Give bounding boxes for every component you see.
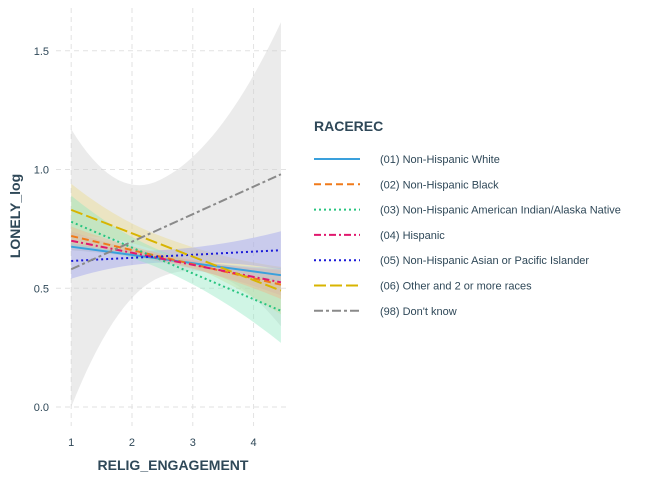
series-line — [71, 239, 282, 284]
x-axis-title: RELIG_ENGAGEMENT — [98, 457, 249, 473]
legend-label: (06) Other and 2 or more races — [380, 281, 532, 293]
legend-item: (98) Don't know — [314, 306, 457, 318]
y-tick-label: 1.0 — [34, 165, 49, 177]
legend-item: (04) Hispanic — [314, 230, 445, 242]
confidence-ribbons — [71, 22, 281, 407]
grid — [56, 8, 287, 426]
y-axis-title: LONELY_log — [7, 174, 23, 258]
series-line — [70, 173, 282, 271]
legend-item: (05) Non-Hispanic Asian or Pacific Islan… — [314, 255, 589, 267]
series-line — [70, 208, 282, 292]
x-tick-label: 4 — [251, 437, 257, 449]
x-tick-label: 2 — [129, 437, 135, 449]
legend-label: (01) Non-Hispanic White — [380, 154, 500, 166]
x-tick-label: 1 — [68, 437, 74, 449]
legend-title: RACEREC — [314, 118, 383, 134]
legend-label: (02) Non-Hispanic Black — [380, 179, 499, 191]
legend-label: (05) Non-Hispanic Asian or Pacific Islan… — [380, 255, 589, 267]
legend-item: (01) Non-Hispanic White — [314, 154, 500, 166]
legend-label: (98) Don't know — [380, 306, 457, 318]
legend-item: (02) Non-Hispanic Black — [314, 179, 499, 191]
series-lines — [70, 173, 282, 312]
x-axis-ticks: 1 2 3 4 — [68, 437, 256, 449]
legend: (01) Non-Hispanic White (02) Non-Hispanic… — [314, 154, 621, 318]
confidence-band — [71, 195, 281, 343]
legend-item: (03) Non-Hispanic American Indian/Alaska… — [314, 205, 621, 217]
y-tick-label: 1.5 — [34, 46, 49, 58]
confidence-band — [71, 183, 281, 315]
y-tick-label: 0.5 — [34, 283, 49, 295]
confidence-band — [71, 231, 281, 296]
legend-label: (04) Hispanic — [380, 230, 445, 242]
legend-label: (03) Non-Hispanic American Indian/Alaska… — [380, 205, 621, 217]
y-axis-ticks: 0.0 0.5 1.0 1.5 — [34, 46, 49, 414]
legend-item: (06) Other and 2 or more races — [314, 281, 532, 293]
y-tick-label: 0.0 — [34, 402, 49, 414]
x-tick-label: 3 — [190, 437, 196, 449]
confidence-band — [71, 22, 281, 407]
